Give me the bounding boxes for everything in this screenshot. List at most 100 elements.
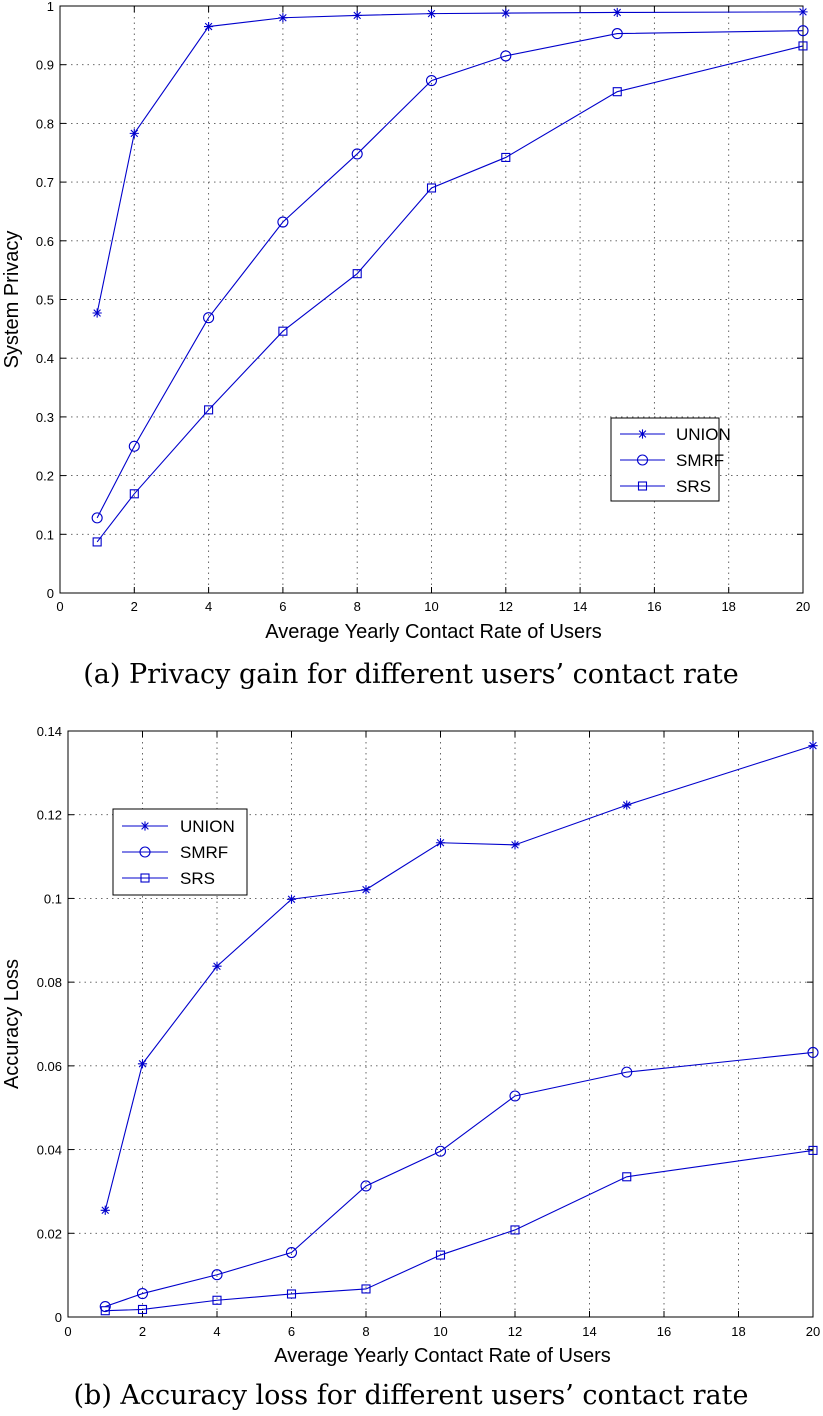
x-tick-label: 20 bbox=[796, 599, 810, 614]
data-point bbox=[278, 13, 288, 23]
series-srs bbox=[100, 1145, 818, 1316]
legend-marker bbox=[637, 429, 648, 439]
y-tick-label: 0.6 bbox=[36, 234, 54, 249]
data-point bbox=[510, 840, 520, 850]
series-union bbox=[92, 7, 808, 318]
x-tick-label: 2 bbox=[139, 1324, 146, 1339]
legend: UNION SMRF SRS bbox=[112, 808, 248, 896]
data-point bbox=[798, 7, 808, 17]
y-tick-label: 0.4 bbox=[36, 351, 54, 366]
legend-marker bbox=[140, 821, 150, 831]
legend-marker bbox=[636, 454, 649, 466]
data-point bbox=[510, 1225, 520, 1235]
data-point bbox=[434, 1145, 447, 1157]
data-point bbox=[360, 1180, 372, 1192]
x-tick-label: 8 bbox=[362, 1324, 369, 1339]
data-point bbox=[100, 1306, 110, 1316]
data-point bbox=[798, 41, 808, 51]
series-srs bbox=[92, 41, 808, 547]
gridlines bbox=[60, 6, 803, 593]
x-tick-label: 10 bbox=[424, 599, 438, 614]
data-point bbox=[129, 489, 139, 499]
data-point bbox=[351, 148, 363, 160]
y-tick-label: 1 bbox=[47, 0, 54, 14]
data-point bbox=[92, 308, 102, 318]
x-tick-label: 4 bbox=[213, 1324, 220, 1339]
legend-marker bbox=[140, 873, 150, 883]
x-tick-label: 0 bbox=[64, 1324, 71, 1339]
data-point bbox=[352, 10, 362, 20]
series-smrf bbox=[91, 25, 809, 524]
legend-marker bbox=[139, 846, 151, 858]
data-point bbox=[612, 7, 622, 18]
figure-caption: (a) Privacy gain for different users’ co… bbox=[83, 659, 739, 690]
data-point bbox=[621, 1066, 633, 1078]
data-point bbox=[99, 1300, 111, 1313]
x-axis-label: Average Yearly Contact Rate of Users bbox=[265, 621, 601, 643]
series-line bbox=[96, 30, 804, 519]
y-tick-label: 0.06 bbox=[37, 1059, 62, 1074]
y-axis-label: Accuracy Loss bbox=[1, 959, 23, 1089]
legend-item: SRS bbox=[122, 869, 215, 888]
y-tick-label: 0.1 bbox=[36, 527, 54, 542]
x-tick-label: 10 bbox=[433, 1324, 447, 1339]
data-point bbox=[435, 838, 446, 848]
data-point bbox=[211, 1269, 223, 1281]
x-tick-label: 6 bbox=[288, 1324, 295, 1339]
y-tick-label: 0.14 bbox=[37, 724, 62, 739]
data-point bbox=[622, 800, 632, 810]
x-tick-label: 4 bbox=[205, 599, 212, 614]
data-point bbox=[212, 961, 222, 971]
data-point bbox=[286, 894, 297, 904]
data-point bbox=[92, 537, 102, 547]
data-point bbox=[137, 1059, 148, 1069]
x-axis-label: Average Yearly Contact Rate of Users bbox=[274, 1345, 610, 1367]
data-point bbox=[807, 1046, 819, 1059]
data-point bbox=[137, 1304, 148, 1315]
legend: UNION SMRF SRS bbox=[610, 417, 731, 502]
data-point bbox=[435, 1250, 446, 1260]
data-point bbox=[204, 405, 214, 415]
data-point bbox=[361, 885, 371, 895]
data-point bbox=[426, 183, 437, 193]
legend-label: UNION bbox=[180, 817, 235, 836]
chart-a: 0 2 4 6 8 10 12 14 16 18 20 0 0.1 0.2 0.3 0.4 0.5 0.6 0.7 0… bbox=[1, 0, 810, 690]
y-tick-label: 0.7 bbox=[36, 175, 54, 190]
legend-item: UNION bbox=[620, 425, 731, 444]
y-tick-label: 0 bbox=[47, 586, 54, 601]
data-point bbox=[500, 50, 512, 62]
data-point bbox=[91, 512, 103, 524]
y-tick-label: 0.08 bbox=[37, 975, 62, 990]
x-tick-label: 14 bbox=[582, 1324, 596, 1339]
y-tick-label: 0.9 bbox=[36, 58, 54, 73]
data-point bbox=[501, 8, 511, 18]
y-axis-label: System Privacy bbox=[1, 231, 23, 369]
gridlines bbox=[68, 731, 813, 1317]
data-point bbox=[622, 1172, 632, 1182]
legend-item: SMRF bbox=[620, 451, 724, 470]
x-tick-label: 2 bbox=[131, 599, 138, 614]
data-point bbox=[611, 28, 623, 40]
data-point bbox=[426, 9, 437, 19]
x-tick-label: 16 bbox=[657, 1324, 671, 1339]
x-tick-label: 6 bbox=[279, 599, 286, 614]
data-point bbox=[203, 312, 215, 324]
data-point bbox=[204, 21, 214, 32]
data-point bbox=[425, 74, 438, 87]
series-smrf bbox=[99, 1046, 819, 1313]
data-point bbox=[509, 1090, 521, 1102]
y-tick-label: 0.2 bbox=[36, 469, 54, 484]
data-point bbox=[286, 1289, 297, 1299]
series-line bbox=[96, 11, 804, 314]
x-tick-label: 18 bbox=[721, 599, 735, 614]
y-tick-label: 0.02 bbox=[37, 1226, 62, 1241]
x-tick-label: 8 bbox=[354, 599, 361, 614]
data-point bbox=[128, 440, 140, 452]
ticks: 0 2 4 6 8 10 12 14 16 18 20 0 0.02 0.04 0.06 0.08 0.1 0.1… bbox=[37, 724, 821, 1339]
data-point bbox=[136, 1288, 149, 1300]
x-tick-label: 12 bbox=[508, 1324, 522, 1339]
ticks: 0 2 4 6 8 10 12 14 16 18 20 0 0.1 0.2 0.3 0.4 0.5 0.6 0.7 0… bbox=[36, 0, 810, 614]
x-tick-label: 20 bbox=[806, 1324, 820, 1339]
data-point bbox=[808, 1145, 818, 1155]
